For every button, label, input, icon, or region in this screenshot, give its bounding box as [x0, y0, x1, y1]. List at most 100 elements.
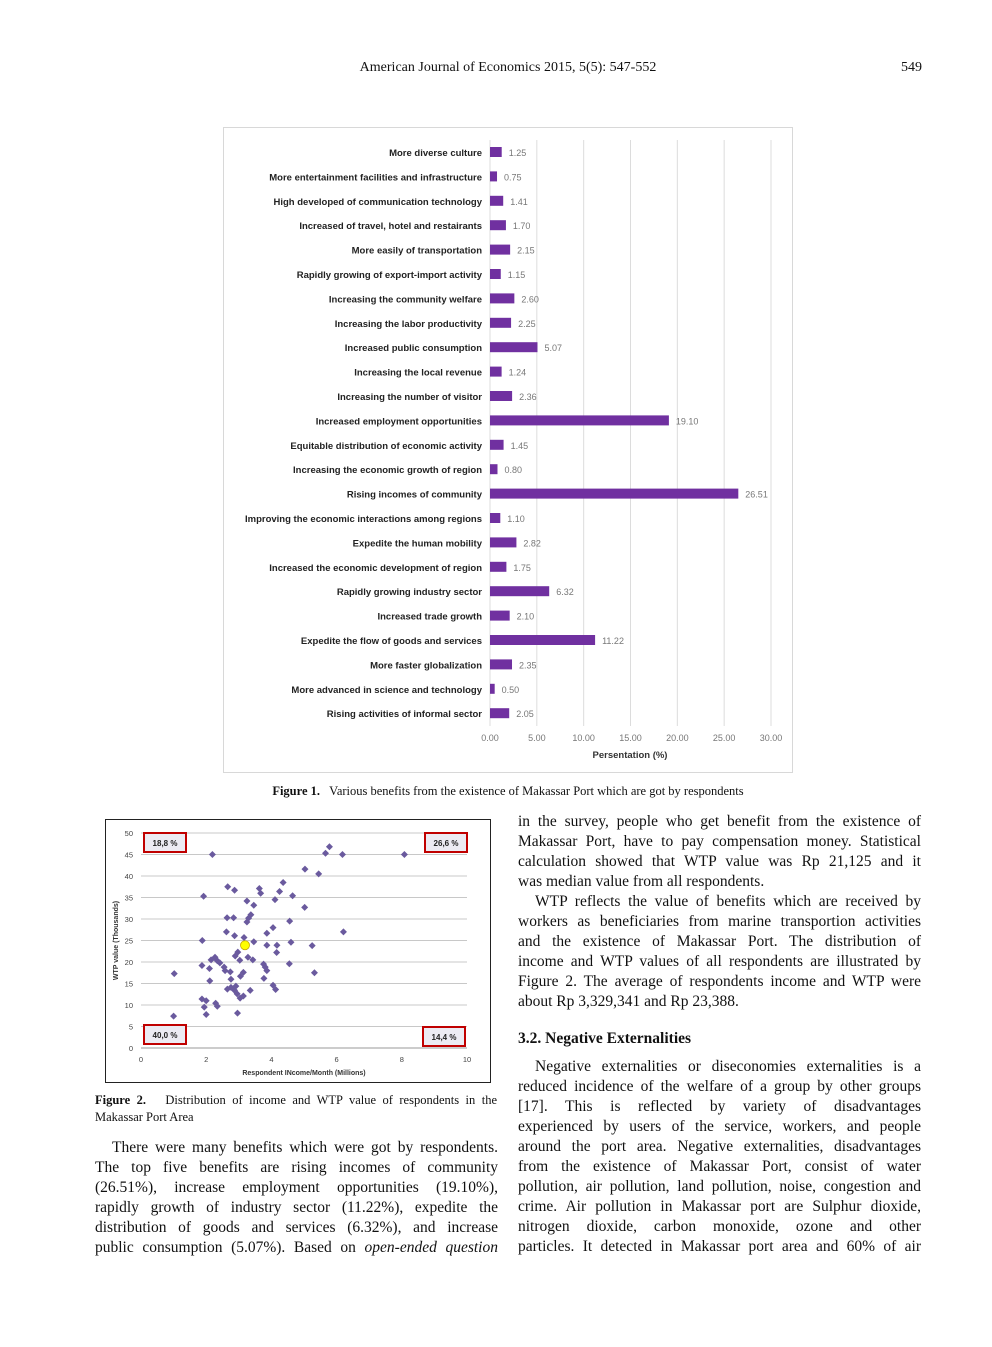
category-label: Improving the economic interactions amon… — [245, 514, 482, 525]
data-point — [198, 936, 206, 944]
data-label: 0.80 — [504, 465, 522, 475]
y-axis-title: WTP value (Thousands) — [113, 900, 120, 979]
data-label: 2.60 — [521, 294, 539, 304]
text-line: WTP reflects the value of benefits which… — [535, 893, 921, 910]
scatter-chart-svg: 0 5 10 15 20 25 30 35 40 45 50 0 2 4 6 8 10 Respondent IN… — [113, 829, 471, 1077]
quadrant-label-top-left: 18,8 % — [152, 839, 177, 848]
y-tick-label: 35 — [124, 893, 132, 902]
bar — [490, 439, 504, 450]
data-point — [233, 1009, 241, 1017]
bar — [490, 317, 512, 328]
data-point — [321, 849, 329, 857]
data-point — [220, 963, 228, 971]
y-tick-label: 0 — [128, 1044, 132, 1053]
data-point — [229, 913, 237, 921]
data-label: 1.24 — [509, 368, 527, 378]
text-segment: public consumption (5.07%). Based on — [95, 1239, 365, 1256]
section-heading: 3.2. Negative Externalities — [518, 1030, 692, 1047]
text-line: from the existence of Makassar Port, con… — [518, 1158, 921, 1175]
data-point — [213, 1002, 221, 1010]
bar — [490, 610, 510, 621]
y-tick-label: 25 — [124, 936, 132, 945]
quadrant-label-top-right: 26,6 % — [433, 839, 458, 848]
y-tick-label: 50 — [124, 829, 132, 838]
data-label: 26.51 — [745, 490, 768, 500]
data-point — [259, 960, 267, 968]
text-line: and the existence of Makassar Port. The … — [518, 933, 921, 950]
data-label: 2.35 — [519, 660, 537, 670]
data-label: 2.15 — [517, 246, 535, 256]
data-point — [310, 968, 318, 976]
text-line: reduced incidence of the welfare of a gr… — [518, 1078, 921, 1095]
quadrant-box-top-left — [142, 831, 187, 853]
x-tick-label: 8 — [399, 1055, 403, 1064]
data-label: 5.07 — [544, 343, 562, 353]
x-tick-label: 15.00 — [619, 733, 642, 743]
category-label: Increasing the community welfare — [329, 294, 482, 305]
text-line: rapidly growth of industry sector (11.22… — [95, 1199, 498, 1216]
data-point — [272, 948, 280, 956]
data-point — [236, 972, 244, 980]
figure-1-caption-text: Various benefits from the existence of M… — [329, 784, 744, 798]
bar — [490, 659, 513, 670]
data-label: 2.05 — [516, 709, 534, 719]
category-label: Increased public consumption — [345, 343, 482, 354]
data-point — [246, 986, 254, 994]
right-column-text: in the survey, people who get benefit fr… — [518, 812, 921, 1257]
data-point — [249, 937, 257, 945]
data-point — [208, 850, 216, 858]
x-tick-label: 25.00 — [713, 733, 736, 743]
text-line: income and WTP values of all respondents… — [518, 953, 921, 970]
data-point — [226, 967, 234, 975]
quadrant-box-bottom-left — [142, 1023, 187, 1045]
data-point — [211, 953, 219, 961]
bar — [490, 220, 506, 231]
data-point — [233, 989, 241, 997]
data-point — [262, 966, 270, 974]
y-tick-label: 45 — [124, 850, 132, 859]
data-label: 1.41 — [510, 197, 528, 207]
data-point — [226, 975, 234, 983]
category-label: Expedite the human mobility — [353, 538, 483, 549]
category-label: Increasing the labor productivity — [335, 319, 483, 330]
data-point — [200, 1003, 208, 1011]
bar — [490, 635, 596, 645]
category-label: Increasing the local revenue — [354, 368, 482, 379]
data-point — [239, 991, 247, 999]
x-tick-label: 4 — [269, 1055, 273, 1064]
data-point — [170, 969, 178, 977]
running-head: American Journal of Economics 2015, 5(5)… — [359, 60, 657, 75]
data-label: 1.45 — [511, 441, 529, 451]
data-point — [249, 901, 257, 909]
x-tick-label: 0 — [138, 1055, 142, 1064]
data-point — [223, 913, 231, 921]
category-label: Rising incomes of community — [347, 490, 483, 501]
data-point — [300, 903, 308, 911]
y-tick-label: 30 — [124, 915, 132, 924]
bar — [490, 147, 502, 157]
text-line: There were many benefits which were got … — [112, 1139, 498, 1156]
text-line: Figure 2. The average of respondents inc… — [518, 973, 921, 990]
figure-1-caption: Figure 1. Various benefits from the exis… — [0, 784, 992, 799]
figure-1-caption-label: Figure 1. — [272, 784, 321, 798]
data-point — [202, 1010, 210, 1018]
x-tick-label: 6 — [334, 1055, 338, 1064]
bar — [490, 366, 502, 377]
x-tick-label: 10 — [462, 1055, 470, 1064]
category-label: Equitable distribution of economic activ… — [290, 441, 482, 452]
bar — [490, 488, 739, 499]
data-point — [339, 927, 347, 935]
data-point — [259, 974, 267, 982]
data-point — [199, 892, 207, 900]
x-tick-label: 20.00 — [666, 733, 689, 743]
data-point — [262, 929, 270, 937]
data-label: 0.75 — [504, 172, 522, 182]
text-line: particles. It detected in Makassar port … — [518, 1238, 921, 1255]
category-label: Increasing the economic growth of region — [293, 465, 482, 476]
data-point — [197, 961, 205, 969]
data-point — [231, 951, 239, 959]
text-line: [17]. This is reflected by variety of di… — [518, 1098, 921, 1115]
quadrant-box-bottom-right — [421, 1025, 466, 1047]
data-point — [243, 953, 251, 961]
quadrant-label-bottom-left: 40,0 % — [152, 1031, 177, 1040]
